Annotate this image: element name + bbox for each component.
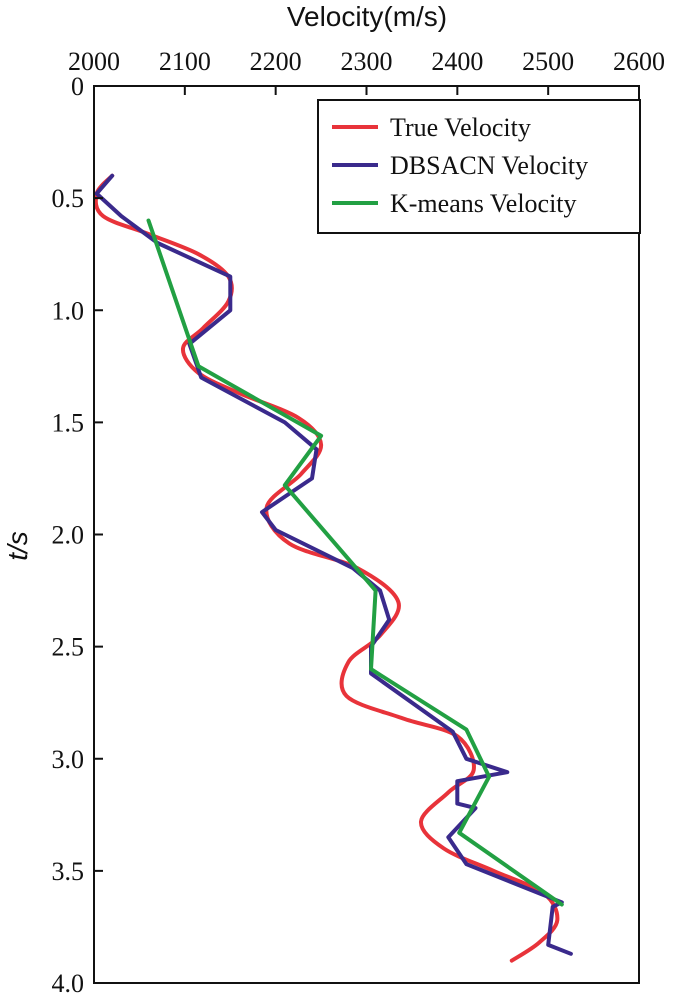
plot-area: [93, 173, 573, 963]
x-tick-label: 2000: [68, 47, 120, 76]
x-tick-label: 2600: [613, 47, 665, 76]
x-tick-label: 2200: [250, 47, 302, 76]
y-tick-label: 4.0: [52, 969, 85, 998]
y-axis-title: t/s: [2, 531, 33, 561]
y-tick-label: 2.0: [52, 521, 85, 550]
series-line-k-means-velocity: [146, 218, 564, 907]
y-tick-label: 3.5: [52, 857, 85, 886]
legend-label-k-means-velocity: K-means Velocity: [390, 189, 577, 218]
y-tick-label: 3.0: [52, 745, 85, 774]
x-tick-label: 2300: [341, 47, 393, 76]
series-line-dbsacn-velocity: [94, 173, 573, 956]
x-axis-title: Velocity(m/s): [287, 1, 447, 32]
legend-label-dbsacn-velocity: DBSACN Velocity: [390, 151, 588, 180]
y-tick-label: 0.5: [52, 184, 85, 213]
y-tick-label: 1.0: [52, 296, 85, 325]
y-axis-title-text: t/s: [2, 531, 33, 561]
series-line-true-velocity: [93, 173, 560, 963]
y-tick-label: 2.5: [52, 633, 85, 662]
x-tick-label: 2100: [159, 47, 211, 76]
axis-ticks: 2000 2100 2200 2300 2400 2500 2600 0 0.5 1.0 1.5 2.…: [52, 47, 666, 998]
x-tick-label: 2400: [431, 47, 483, 76]
legend: True Velocity DBSACN Velocity K-means Velo…: [317, 99, 641, 234]
y-tick-label: 0: [71, 72, 84, 101]
y-tick-label: 1.5: [52, 408, 85, 437]
x-tick-label: 2500: [522, 47, 574, 76]
legend-label-true-velocity: True Velocity: [390, 113, 531, 142]
